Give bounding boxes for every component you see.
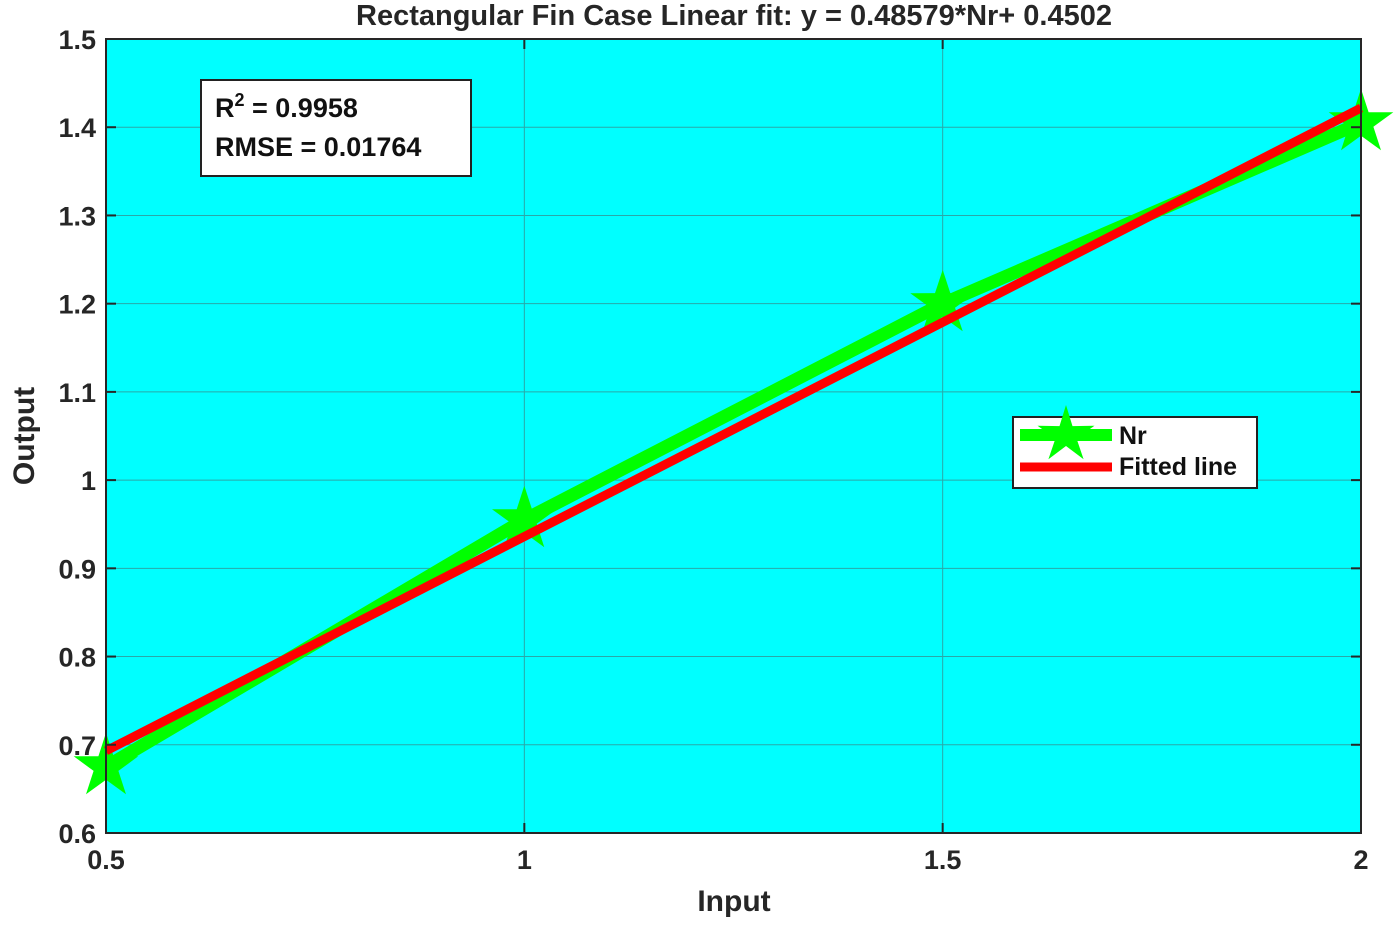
y-tick-label: 1.5 bbox=[58, 25, 96, 55]
x-tick-label: 2 bbox=[1353, 845, 1368, 875]
series-nr-star-marker bbox=[492, 485, 557, 548]
y-tick-label: 1.2 bbox=[58, 290, 96, 320]
y-tick-label: 0.7 bbox=[58, 731, 96, 761]
x-axis-title: Input bbox=[697, 885, 770, 918]
r-squared-superscript: 2 bbox=[235, 90, 245, 110]
y-tick-label: 0.6 bbox=[58, 819, 96, 849]
x-tick-label: 1.5 bbox=[924, 845, 962, 875]
r-squared-label: R bbox=[215, 93, 235, 123]
legend: Nr Fitted line bbox=[1012, 405, 1258, 489]
r-squared-text: R2 = 0.9958 bbox=[215, 90, 358, 123]
x-tick-label: 1 bbox=[517, 845, 532, 875]
y-tick-label: 1 bbox=[81, 466, 96, 496]
series-nr-star-marker bbox=[910, 269, 975, 332]
r-squared-value: = 0.9958 bbox=[245, 93, 358, 123]
y-tick-label: 0.8 bbox=[58, 643, 96, 673]
legend-swatch-nr-star bbox=[1037, 405, 1095, 460]
annotation-box-frame bbox=[200, 79, 472, 177]
rmse-text: RMSE = 0.01764 bbox=[215, 132, 421, 162]
y-tick-label: 1.3 bbox=[58, 201, 96, 231]
annotation-box: R2 = 0.9958 RMSE = 0.01764 bbox=[200, 79, 472, 177]
y-tick-label: 1.4 bbox=[58, 113, 96, 143]
series-fitted-line bbox=[103, 103, 1364, 755]
axis-ticks: 0.5 1 1.5 2 0.6 0.7 0.8 0.9 1 1.1 1.2 1.3 1.4 1.5 bbox=[58, 25, 1368, 875]
x-tick-label: 0.5 bbox=[87, 845, 125, 875]
legend-label-nr: Nr bbox=[1119, 422, 1147, 450]
y-axis-title: Output bbox=[8, 387, 41, 485]
y-tick-label: 1.1 bbox=[58, 378, 96, 408]
legend-label-fitted-line: Fitted line bbox=[1119, 453, 1237, 481]
y-tick-label: 0.9 bbox=[58, 554, 96, 584]
plot-frame bbox=[105, 38, 1362, 834]
chart-title: Rectangular Fin Case Linear fit: y = 0.4… bbox=[356, 0, 1112, 32]
